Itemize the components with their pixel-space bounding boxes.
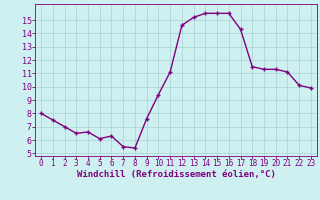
- X-axis label: Windchill (Refroidissement éolien,°C): Windchill (Refroidissement éolien,°C): [76, 170, 276, 179]
